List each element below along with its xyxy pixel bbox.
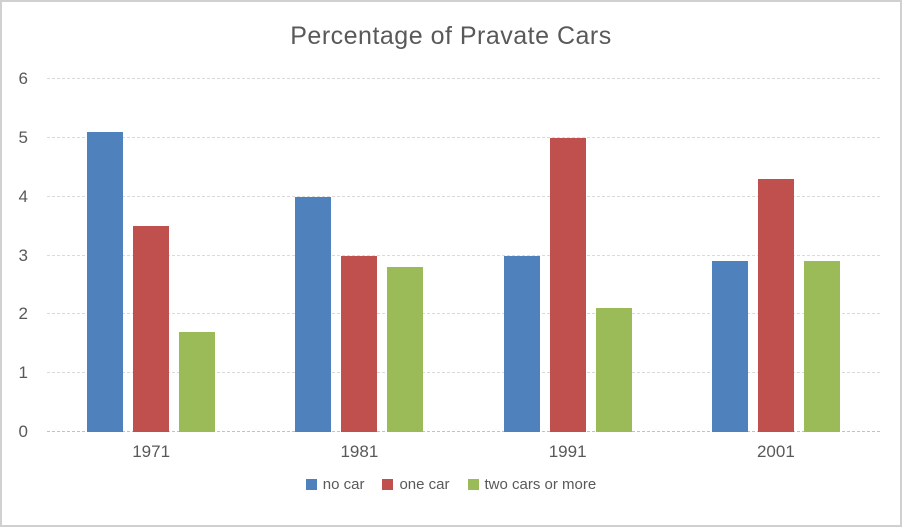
- plot-area: 0 1 2 3 4 5 6 1971 1981 1991 2001: [19, 70, 880, 461]
- bar-no-car-1971: [87, 131, 124, 432]
- chart-title: Percentage of Pravate Cars: [290, 22, 612, 50]
- y-tick-label: 0: [18, 422, 28, 441]
- axis-line: [47, 431, 880, 432]
- bar-no-car-1991: [503, 255, 540, 432]
- bar-one-car-2001: [757, 179, 794, 432]
- bar-one-car-1981: [341, 255, 378, 432]
- gridline: [47, 254, 880, 256]
- x-tick-label: 2001: [756, 442, 795, 461]
- gridline: [47, 195, 880, 197]
- gridline: [47, 136, 880, 138]
- bar-no-car-2001: [711, 261, 748, 432]
- x-tick-label: 1971: [132, 442, 171, 461]
- y-tick-label: 3: [18, 245, 28, 265]
- legend-label: two cars or more: [484, 475, 597, 493]
- x-tick-label: 1981: [340, 442, 379, 461]
- gridline: [47, 78, 880, 79]
- legend-item-one-car: one car: [382, 475, 450, 493]
- bar-one-car-1971: [133, 226, 170, 432]
- legend-label: no car: [322, 475, 365, 493]
- gridline: [47, 372, 880, 374]
- gridline: [47, 313, 880, 315]
- bar-one-car-1991: [549, 137, 586, 432]
- legend-swatch-icon: [467, 478, 479, 490]
- y-tick-label: 5: [18, 127, 28, 147]
- legend-label: one car: [399, 475, 450, 493]
- bar-two-cars-or-more-1971: [179, 331, 216, 432]
- bar-two-cars-or-more-2001: [803, 261, 840, 432]
- legend-item-no-car: no car: [305, 475, 365, 493]
- bar-two-cars-or-more-1991: [595, 308, 632, 432]
- legend-swatch-icon: [305, 478, 317, 490]
- legend-item-two-cars-or-more: two cars or more: [467, 475, 597, 493]
- bar-two-cars-or-more-1981: [387, 267, 424, 432]
- bar-no-car-1981: [295, 196, 332, 432]
- legend: no car one car two cars or more: [2, 472, 900, 496]
- legend-swatch-icon: [382, 478, 394, 490]
- y-tick-label: 4: [18, 186, 28, 206]
- x-tick-label: 1991: [548, 442, 587, 461]
- y-tick-label: 6: [18, 69, 28, 88]
- y-tick-label: 1: [18, 363, 28, 383]
- y-tick-label: 2: [18, 304, 28, 324]
